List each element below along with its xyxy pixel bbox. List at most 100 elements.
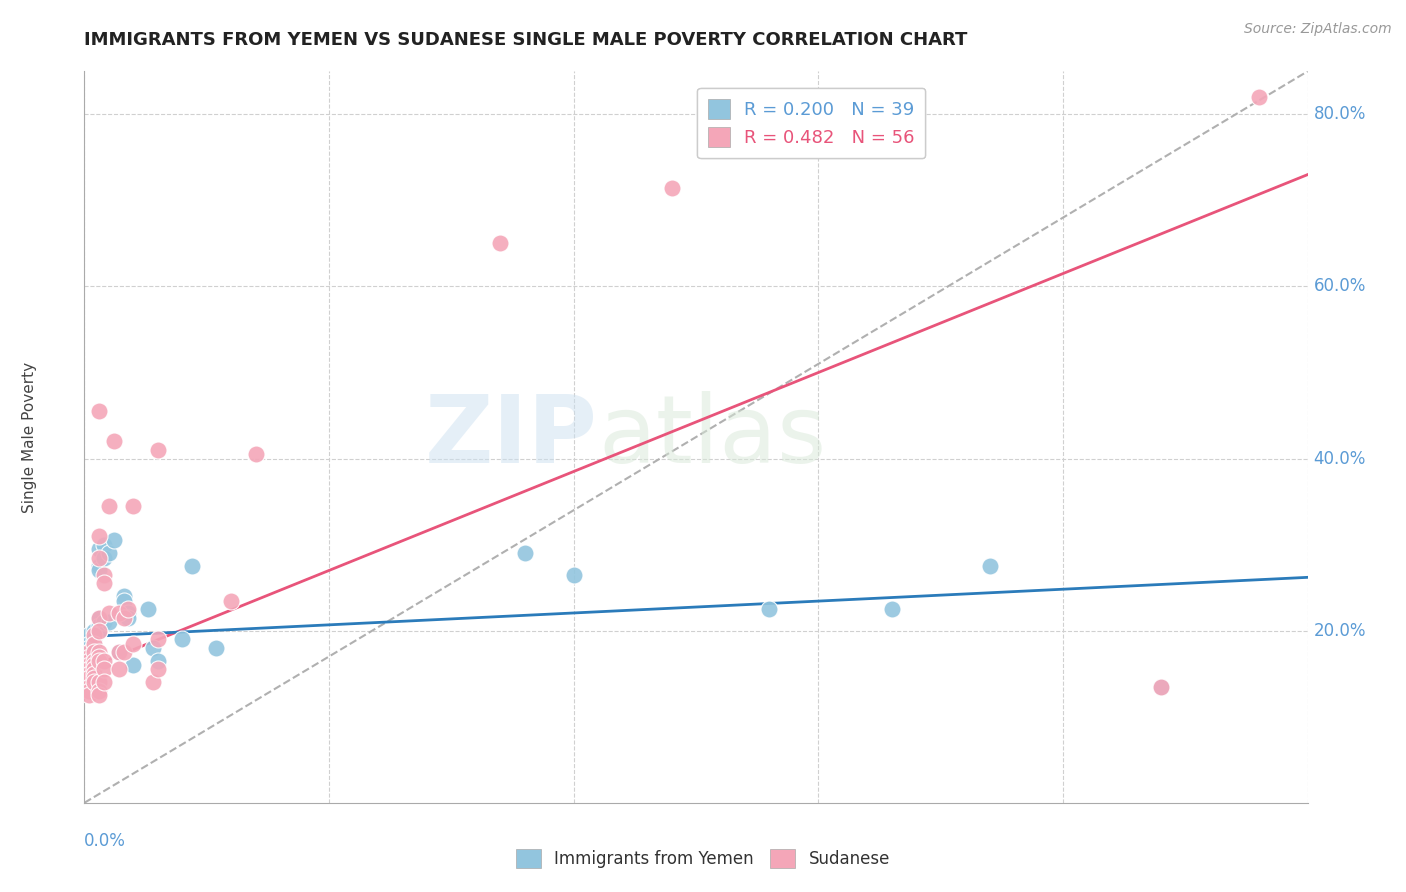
Point	[77, 640, 100, 655]
Point	[77, 658, 100, 673]
Text: ZIP: ZIP	[425, 391, 598, 483]
Point	[83, 671, 105, 685]
Point	[979, 559, 1001, 574]
Point	[117, 607, 139, 621]
Point	[87, 624, 110, 638]
Point	[93, 567, 115, 582]
Point	[107, 645, 129, 659]
Point	[77, 649, 100, 664]
Point	[87, 649, 110, 664]
Point	[562, 567, 585, 582]
Point	[83, 632, 105, 647]
Point	[103, 434, 125, 449]
Point	[117, 602, 139, 616]
Point	[83, 645, 105, 659]
Point	[112, 589, 135, 603]
Point	[93, 615, 115, 629]
Point	[142, 640, 165, 655]
Point	[245, 447, 267, 461]
Point	[77, 637, 100, 651]
Point	[146, 662, 169, 676]
Point	[83, 658, 105, 673]
Point	[107, 645, 129, 659]
Point	[93, 538, 115, 552]
Point	[103, 533, 125, 548]
Point	[83, 654, 105, 668]
Point	[107, 662, 129, 676]
Point	[1150, 680, 1173, 694]
Point	[77, 680, 100, 694]
Point	[87, 529, 110, 543]
Point	[83, 675, 105, 690]
Point	[758, 602, 780, 616]
Point	[97, 607, 120, 621]
Point	[122, 637, 145, 651]
Point	[146, 632, 169, 647]
Point	[122, 658, 145, 673]
Point	[83, 637, 105, 651]
Legend: Immigrants from Yemen, Sudanese: Immigrants from Yemen, Sudanese	[509, 842, 897, 875]
Point	[97, 546, 120, 560]
Point	[83, 645, 105, 659]
Point	[142, 675, 165, 690]
Point	[83, 640, 105, 655]
Point	[136, 602, 159, 616]
Point	[219, 593, 242, 607]
Point	[77, 671, 100, 685]
Point	[87, 550, 110, 565]
Point	[87, 645, 110, 659]
Point	[107, 607, 129, 621]
Point	[112, 611, 135, 625]
Point	[181, 559, 204, 574]
Point	[93, 576, 115, 591]
Point	[87, 619, 110, 633]
Point	[87, 675, 110, 690]
Point	[489, 236, 512, 251]
Point	[122, 499, 145, 513]
Point	[83, 624, 105, 638]
Point	[77, 684, 100, 698]
Point	[1150, 680, 1173, 694]
Text: 0.0%: 0.0%	[84, 832, 127, 850]
Point	[87, 688, 110, 702]
Point	[77, 688, 100, 702]
Text: 20.0%: 20.0%	[1313, 622, 1367, 640]
Point	[87, 684, 110, 698]
Point	[77, 662, 100, 676]
Point	[87, 611, 110, 625]
Point	[77, 645, 100, 659]
Point	[112, 645, 135, 659]
Point	[93, 662, 115, 676]
Point	[205, 640, 228, 655]
Point	[77, 645, 100, 659]
Point	[87, 611, 110, 625]
Point	[880, 602, 903, 616]
Point	[77, 654, 100, 668]
Point	[97, 499, 120, 513]
Point	[97, 615, 120, 629]
Point	[1247, 90, 1270, 104]
Point	[77, 628, 100, 642]
Text: atlas: atlas	[598, 391, 827, 483]
Point	[77, 666, 100, 681]
Point	[83, 662, 105, 676]
Text: 80.0%: 80.0%	[1313, 105, 1367, 123]
Point	[93, 550, 115, 565]
Text: Single Male Poverty: Single Male Poverty	[22, 361, 37, 513]
Point	[87, 654, 110, 668]
Legend: R = 0.200   N = 39, R = 0.482   N = 56: R = 0.200 N = 39, R = 0.482 N = 56	[697, 87, 925, 158]
Point	[93, 675, 115, 690]
Point	[661, 180, 683, 194]
Point	[93, 654, 115, 668]
Point	[87, 559, 110, 574]
Point	[112, 593, 135, 607]
Point	[83, 666, 105, 681]
Point	[146, 442, 169, 457]
Text: IMMIGRANTS FROM YEMEN VS SUDANESE SINGLE MALE POVERTY CORRELATION CHART: IMMIGRANTS FROM YEMEN VS SUDANESE SINGLE…	[84, 31, 967, 49]
Point	[87, 564, 110, 578]
Point	[83, 637, 105, 651]
Point	[87, 404, 110, 418]
Point	[117, 611, 139, 625]
Text: 60.0%: 60.0%	[1313, 277, 1367, 295]
Point	[87, 624, 110, 638]
